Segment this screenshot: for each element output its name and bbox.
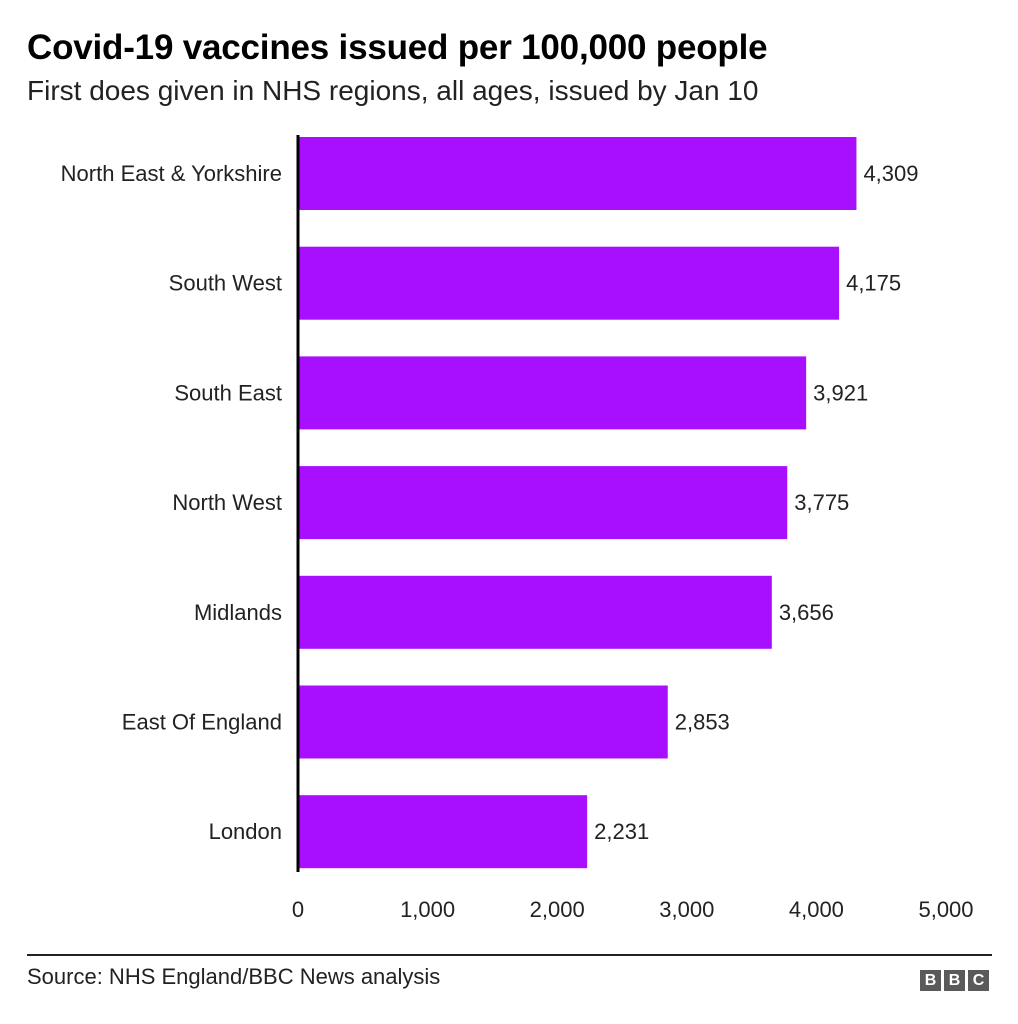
data-label: 4,309	[863, 161, 918, 186]
x-tick-label: 1,000	[400, 897, 455, 922]
chart-subtitle: First does given in NHS regions, all age…	[27, 75, 759, 106]
footer-divider	[27, 954, 992, 956]
bar	[298, 466, 788, 540]
data-label: 3,656	[779, 600, 834, 625]
x-tick-label: 3,000	[659, 897, 714, 922]
bar	[298, 246, 840, 320]
bbc-logo: B B C	[920, 970, 989, 991]
category-label: North East & Yorkshire	[61, 161, 282, 186]
bbc-logo-letter: B	[920, 970, 941, 991]
x-tick-label: 4,000	[789, 897, 844, 922]
category-label: South East	[174, 380, 282, 405]
bbc-logo-letter: C	[968, 970, 989, 991]
bar	[298, 685, 668, 759]
category-label: East Of England	[122, 710, 282, 735]
data-label: 2,231	[594, 819, 649, 844]
data-label: 3,921	[813, 380, 868, 405]
category-label: Midlands	[194, 600, 282, 625]
category-label: North West	[172, 490, 282, 515]
source-note: Source: NHS England/BBC News analysis	[27, 964, 441, 989]
bbc-logo-letter: B	[944, 970, 965, 991]
bar	[298, 575, 772, 649]
category-label: South West	[169, 271, 282, 296]
bar-chart: North East & Yorkshire 4,309 South West 4,1…	[61, 135, 974, 922]
x-tick-label: 5,000	[918, 897, 973, 922]
bar	[298, 795, 588, 869]
data-label: 3,775	[794, 490, 849, 515]
category-label: London	[209, 819, 282, 844]
x-tick-label: 2,000	[530, 897, 585, 922]
chart-title: Covid-19 vaccines issued per 100,000 peo…	[27, 28, 768, 67]
data-label: 2,853	[675, 710, 730, 735]
x-tick-label: 0	[292, 897, 304, 922]
bar	[298, 356, 807, 430]
data-label: 4,175	[846, 271, 901, 296]
bar	[298, 137, 857, 210]
